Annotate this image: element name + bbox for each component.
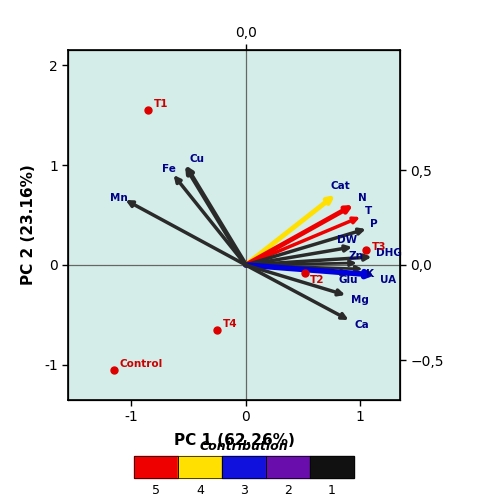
Text: Contribution: Contribution xyxy=(200,440,288,452)
Text: UA: UA xyxy=(380,275,396,285)
Text: Cat: Cat xyxy=(330,181,350,191)
Bar xyxy=(310,456,354,477)
Bar xyxy=(178,456,222,477)
Text: 4: 4 xyxy=(196,484,204,497)
Text: 2: 2 xyxy=(284,484,292,497)
Text: DHG: DHG xyxy=(376,248,402,258)
Text: T1: T1 xyxy=(154,99,169,109)
Text: DW: DW xyxy=(337,235,357,245)
X-axis label: PC 1 (62.26%): PC 1 (62.26%) xyxy=(174,432,295,448)
Bar xyxy=(310,456,354,477)
Text: K: K xyxy=(366,269,374,279)
Text: T3: T3 xyxy=(371,242,386,252)
Text: T: T xyxy=(365,206,372,216)
Text: Cu: Cu xyxy=(190,154,204,164)
Text: T4: T4 xyxy=(223,319,238,329)
Text: 3: 3 xyxy=(240,484,248,497)
Bar xyxy=(222,456,266,477)
Text: P: P xyxy=(370,219,378,229)
Bar xyxy=(266,456,310,477)
Bar xyxy=(134,456,178,477)
Text: 1: 1 xyxy=(328,484,336,497)
Text: Ca: Ca xyxy=(354,320,369,330)
Text: Glu: Glu xyxy=(338,275,358,285)
Text: Mg: Mg xyxy=(351,295,369,305)
Bar xyxy=(266,456,310,477)
Text: Control: Control xyxy=(120,359,163,369)
Text: T2: T2 xyxy=(310,275,324,285)
Text: N: N xyxy=(358,193,366,203)
Bar xyxy=(178,456,222,477)
Text: Zn: Zn xyxy=(348,251,364,261)
Y-axis label: PC 2 (23.16%): PC 2 (23.16%) xyxy=(21,164,36,286)
Text: Mn: Mn xyxy=(109,193,127,203)
Bar xyxy=(134,456,178,477)
Bar xyxy=(222,456,266,477)
Text: Fe: Fe xyxy=(162,164,176,174)
Text: 5: 5 xyxy=(152,484,160,497)
